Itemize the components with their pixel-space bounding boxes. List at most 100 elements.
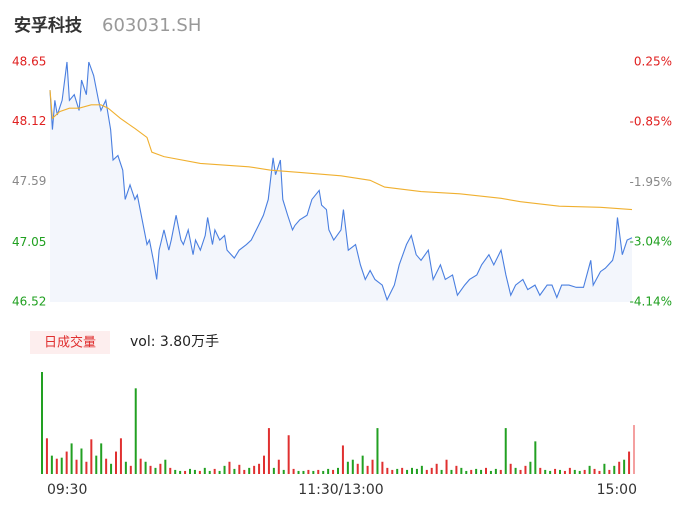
- volume-bar: [366, 465, 369, 474]
- volume-bar: [504, 428, 507, 474]
- volume-bar: [85, 461, 88, 474]
- volume-bar: [514, 467, 517, 474]
- volume-bar: [391, 469, 394, 474]
- volume-bar: [203, 467, 206, 474]
- volume-bar: [559, 469, 561, 474]
- stock-name: 安孚科技: [14, 15, 83, 36]
- volume-bar: [544, 469, 547, 474]
- volume-bar: [332, 469, 335, 474]
- volume-bar: [445, 459, 448, 474]
- volume-bar: [267, 428, 270, 474]
- volume-bar: [430, 467, 433, 474]
- volume-bar: [307, 469, 310, 474]
- volume-bar: [233, 468, 236, 474]
- volume-bar: [277, 459, 280, 474]
- volume-bar: [179, 470, 182, 474]
- y2-tick-label: -1.95%: [630, 175, 672, 189]
- volume-bar: [134, 388, 137, 474]
- volume-bar: [519, 469, 522, 474]
- volume-bar: [406, 469, 409, 474]
- volume-bar: [376, 428, 379, 474]
- volume-bar: [223, 465, 226, 474]
- volume-bar: [603, 463, 606, 474]
- price-line: [49, 90, 633, 211]
- volume-bar: [633, 425, 635, 474]
- volume-bar: [524, 465, 527, 474]
- price-line: [49, 61, 633, 302]
- volume-bar: [55, 458, 58, 474]
- volume-bar: [169, 467, 172, 474]
- volume-bar: [184, 470, 187, 474]
- volume-bar: [361, 455, 364, 474]
- y2-tick-label: -0.85%: [630, 115, 672, 129]
- stock-code: 603031.SH: [102, 15, 201, 36]
- volume-bar: [534, 441, 537, 474]
- volume-bar: [386, 467, 389, 474]
- volume-bar: [371, 459, 374, 474]
- volume-bar: [115, 451, 117, 474]
- volume-bar: [243, 469, 246, 474]
- y-tick-label: 48.12: [12, 114, 46, 128]
- x-tick-label: 15:00: [597, 482, 637, 498]
- price-area: [50, 62, 632, 302]
- volume-bar: [322, 470, 325, 474]
- volume-bar: [292, 468, 295, 474]
- volume-bar: [174, 469, 177, 474]
- volume-bar: [228, 461, 231, 474]
- volume-bar: [208, 470, 211, 474]
- volume-bar: [435, 463, 438, 474]
- volume-bar: [144, 461, 147, 474]
- volume-bar: [154, 467, 157, 474]
- volume-bar: [356, 463, 359, 474]
- volume-bar: [263, 455, 265, 474]
- volume-bar: [475, 468, 478, 474]
- volume-bar: [450, 469, 453, 474]
- volume-bar: [578, 470, 581, 474]
- volume-bar: [302, 470, 305, 474]
- volume-bar: [110, 463, 113, 474]
- x-tick-label: 09:30: [47, 482, 87, 498]
- volume-bar: [213, 468, 216, 474]
- volume-bar: [189, 468, 191, 474]
- volume-bar: [164, 459, 167, 474]
- volume-bar: [258, 463, 261, 474]
- volume-bar: [628, 451, 631, 474]
- volume-bar: [282, 469, 285, 474]
- volume-bar: [598, 470, 601, 474]
- volume-bar: [485, 467, 487, 474]
- volume-bar: [568, 467, 571, 474]
- volume-bar: [529, 461, 532, 474]
- y2-tick-label: -3.04%: [630, 234, 672, 248]
- volume-bar: [100, 443, 103, 474]
- volume-bar: [218, 470, 221, 474]
- volume-bar: [588, 465, 591, 474]
- volume-bar: [312, 470, 315, 474]
- volume-bar: [317, 469, 320, 474]
- volume-bar: [351, 459, 354, 474]
- volume-summary: vol: 3.80万手: [130, 334, 219, 350]
- volume-bar: [396, 468, 399, 474]
- volume-bar: [460, 467, 463, 474]
- volume-bar: [248, 467, 251, 474]
- volume-bar: [480, 469, 483, 474]
- volume-bar: [465, 470, 468, 474]
- volume-bar: [489, 470, 492, 474]
- volume-bar: [95, 455, 98, 474]
- volume-bar: [193, 469, 196, 474]
- volume-bar: [124, 461, 127, 474]
- y-tick-label: 47.59: [12, 174, 46, 188]
- volume-bar: [623, 459, 626, 474]
- volume-bar: [287, 435, 290, 474]
- volume-bar: [139, 458, 142, 474]
- volume-bar: [470, 469, 473, 474]
- volume-bar: [272, 467, 275, 474]
- volume-bar: [105, 458, 108, 474]
- volume-bar: [554, 468, 557, 474]
- volume-bar: [253, 465, 256, 474]
- volume-bar: [563, 470, 566, 474]
- volume-bar: [425, 469, 428, 474]
- volume-bar: [509, 463, 512, 474]
- volume-bar: [75, 459, 78, 474]
- volume-bar: [539, 467, 542, 474]
